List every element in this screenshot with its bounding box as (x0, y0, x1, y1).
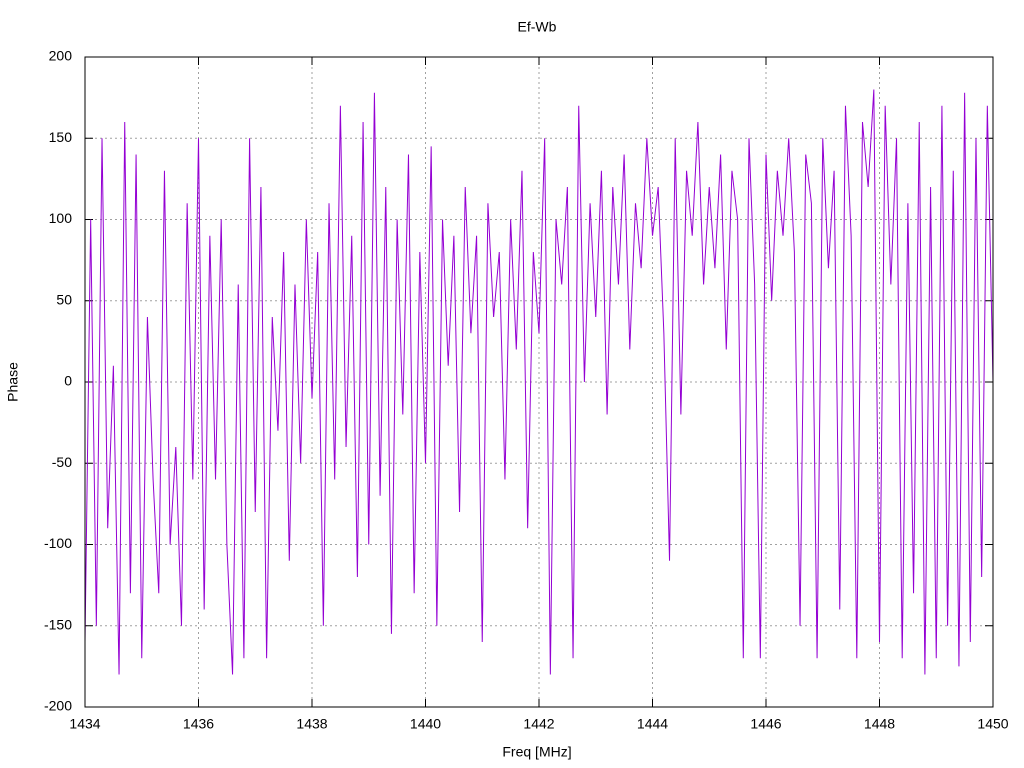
y-tick-label: 150 (49, 129, 73, 145)
x-tick-label: 1446 (750, 716, 781, 732)
x-tick-label: 1438 (296, 716, 327, 732)
y-tick-label: -200 (44, 698, 72, 714)
y-tick-label: -100 (44, 535, 72, 551)
x-tick-label: 1450 (977, 716, 1008, 732)
x-tick-label: 1442 (523, 716, 554, 732)
x-tick-label: 1448 (864, 716, 895, 732)
y-tick-label: 50 (56, 291, 72, 307)
data-line (84, 89, 994, 675)
x-tick-label: 1434 (69, 716, 100, 732)
y-tick-label: 200 (49, 48, 73, 64)
y-tick-label: -50 (52, 454, 72, 470)
y-tick-label: 0 (64, 373, 72, 389)
x-tick-label: 1444 (637, 716, 668, 732)
x-axis-label: Freq [MHz] (502, 744, 571, 760)
plot-border (84, 56, 994, 708)
x-tick-label: 1440 (410, 716, 441, 732)
y-tick-label: -150 (44, 616, 72, 632)
y-tick-label: 100 (49, 210, 73, 226)
x-tick-label: 1436 (183, 716, 214, 732)
y-axis-label: Phase (5, 362, 21, 402)
chart-title: Ef-Wb (518, 19, 557, 35)
